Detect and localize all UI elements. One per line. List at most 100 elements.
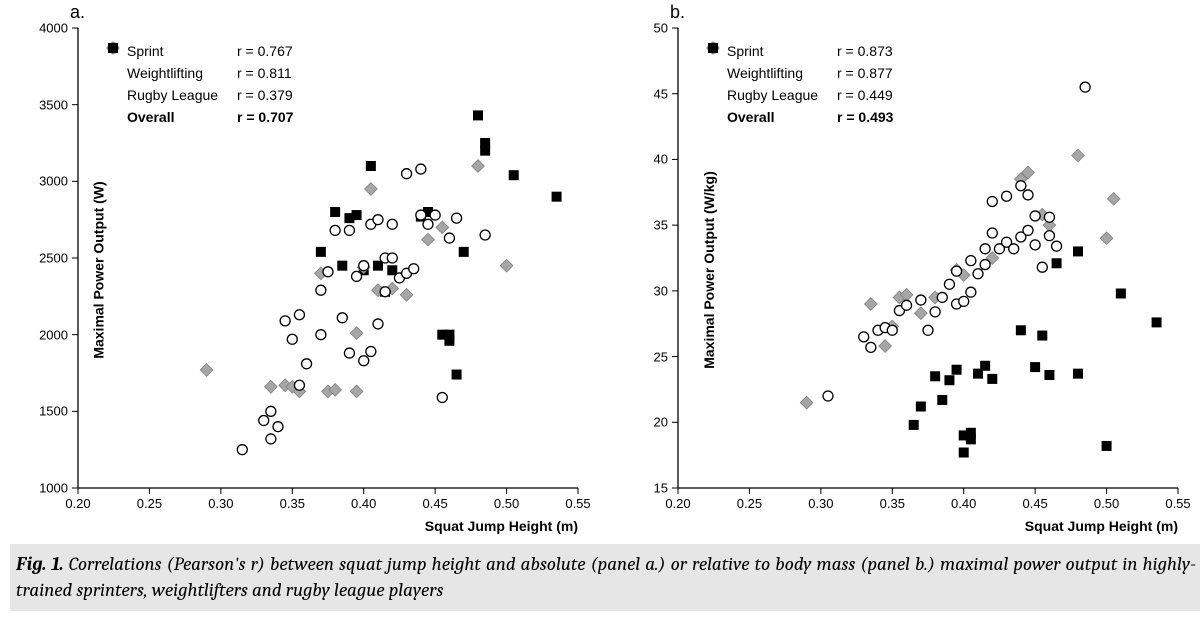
marker-rugby bbox=[1016, 325, 1026, 335]
marker-sprint bbox=[337, 313, 347, 323]
legend-r-value: r = 0.449 bbox=[837, 84, 893, 106]
marker-sprint bbox=[316, 285, 326, 295]
marker-sprint bbox=[287, 334, 297, 344]
marker-weightlifting bbox=[1100, 232, 1113, 245]
marker-rugby bbox=[480, 138, 490, 148]
marker-sprint bbox=[944, 279, 954, 289]
marker-sprint bbox=[923, 325, 933, 335]
marker-rugby bbox=[937, 395, 947, 405]
marker-sprint bbox=[423, 219, 433, 229]
marker-sprint bbox=[1044, 231, 1054, 241]
marker-sprint bbox=[237, 445, 247, 455]
marker-rugby bbox=[959, 448, 969, 458]
marker-rugby bbox=[1073, 369, 1083, 379]
marker-rugby bbox=[944, 375, 954, 385]
marker-sprint bbox=[359, 356, 369, 366]
marker-sprint bbox=[859, 332, 869, 342]
legend-row-rugby: Rugby Leaguer = 0.449 bbox=[705, 84, 893, 106]
marker-rugby bbox=[1037, 331, 1047, 341]
legend: Sprintr = 0.873Weightliftingr = 0.877Rug… bbox=[705, 40, 893, 128]
marker-rugby bbox=[1052, 258, 1062, 268]
marker-weightlifting bbox=[1107, 193, 1120, 206]
marker-weightlifting bbox=[200, 364, 213, 377]
marker-sprint bbox=[1080, 82, 1090, 92]
marker-rugby bbox=[444, 330, 454, 340]
legend-row-overall: Overallr = 0.707 bbox=[105, 106, 293, 128]
legend-row-sprint: Sprintr = 0.767 bbox=[105, 40, 293, 62]
figure-caption: Fig. 1. Correlations (Pearson's r) betwe… bbox=[10, 544, 1200, 611]
marker-sprint bbox=[1009, 244, 1019, 254]
marker-sprint bbox=[266, 434, 276, 444]
marker-sprint bbox=[823, 391, 833, 401]
marker-sprint bbox=[966, 256, 976, 266]
panels-row: a.Maximal Power Output (W)Squat Jump Hei… bbox=[0, 0, 1200, 540]
marker-rugby bbox=[459, 247, 469, 257]
marker-weightlifting bbox=[500, 259, 513, 272]
marker-sprint bbox=[1030, 240, 1040, 250]
marker-sprint bbox=[987, 228, 997, 238]
marker-sprint bbox=[273, 422, 283, 432]
marker-sprint bbox=[902, 300, 912, 310]
marker-rugby bbox=[952, 365, 962, 375]
marker-sprint bbox=[959, 296, 969, 306]
legend-series-label: Weightlifting bbox=[127, 62, 237, 84]
marker-sprint bbox=[937, 292, 947, 302]
marker-sprint bbox=[294, 380, 304, 390]
legend-r-value: r = 0.707 bbox=[237, 106, 293, 128]
marker-sprint bbox=[916, 295, 926, 305]
marker-sprint bbox=[980, 244, 990, 254]
marker-sprint bbox=[930, 307, 940, 317]
marker-sprint bbox=[373, 215, 383, 225]
marker-sprint bbox=[452, 213, 462, 223]
marker-weightlifting bbox=[265, 380, 278, 393]
marker-rugby bbox=[930, 371, 940, 381]
legend-series-label: Weightlifting bbox=[727, 62, 837, 84]
marker-sprint bbox=[1002, 191, 1012, 201]
marker-sprint bbox=[1052, 241, 1062, 251]
marker-sprint bbox=[259, 416, 269, 426]
marker-sprint bbox=[280, 316, 290, 326]
marker-sprint bbox=[987, 196, 997, 206]
marker-sprint bbox=[330, 225, 340, 235]
plot-area bbox=[600, 0, 1200, 540]
marker-rugby bbox=[1152, 317, 1162, 327]
marker-sprint bbox=[887, 325, 897, 335]
marker-rugby bbox=[909, 420, 919, 430]
marker-weightlifting bbox=[865, 298, 878, 311]
caption-text: Correlations (Pearson's r) between squat… bbox=[16, 553, 1196, 601]
marker-weightlifting bbox=[350, 385, 363, 398]
marker-sprint bbox=[1016, 181, 1026, 191]
marker-sprint bbox=[323, 267, 333, 277]
marker-rugby bbox=[337, 261, 347, 271]
legend-series-label: Sprint bbox=[727, 40, 837, 62]
marker-sprint bbox=[266, 406, 276, 416]
legend-r-value: r = 0.379 bbox=[237, 84, 293, 106]
marker-sprint bbox=[409, 264, 419, 274]
legend-r-value: r = 0.873 bbox=[837, 40, 893, 62]
marker-rugby bbox=[1044, 370, 1054, 380]
legend-series-label: Overall bbox=[127, 106, 237, 128]
legend-series-label: Sprint bbox=[127, 40, 237, 62]
marker-sprint bbox=[366, 347, 376, 357]
marker-rugby bbox=[966, 428, 976, 438]
legend: Sprintr = 0.767Weightliftingr = 0.811Rug… bbox=[105, 40, 293, 128]
marker-weightlifting bbox=[400, 288, 413, 301]
marker-sprint bbox=[973, 269, 983, 279]
marker-sprint bbox=[444, 233, 454, 243]
marker-sprint bbox=[1030, 211, 1040, 221]
figure-label: Fig. 1. bbox=[16, 553, 64, 575]
marker-sprint bbox=[380, 287, 390, 297]
marker-rugby bbox=[552, 192, 562, 202]
marker-sprint bbox=[952, 266, 962, 276]
marker-sprint bbox=[1023, 225, 1033, 235]
marker-sprint bbox=[316, 330, 326, 340]
marker-rugby bbox=[452, 370, 462, 380]
marker-weightlifting bbox=[350, 327, 363, 340]
marker-sprint bbox=[980, 260, 990, 270]
marker-rugby bbox=[509, 170, 519, 180]
marker-sprint bbox=[344, 225, 354, 235]
marker-weightlifting bbox=[879, 340, 892, 353]
marker-sprint bbox=[1023, 190, 1033, 200]
legend-row-sprint: Sprintr = 0.873 bbox=[705, 40, 893, 62]
legend-row-overall: Overallr = 0.493 bbox=[705, 106, 893, 128]
